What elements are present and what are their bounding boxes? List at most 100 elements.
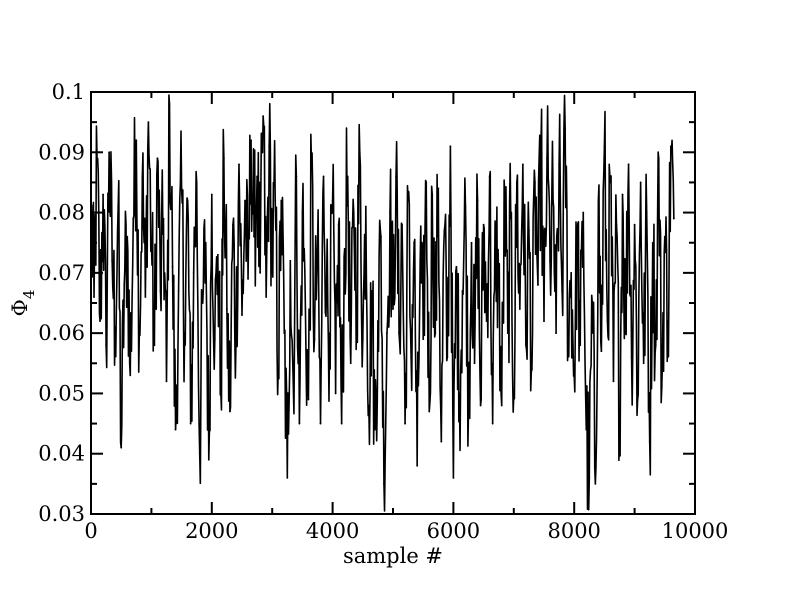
series-point: [343, 247, 346, 250]
series-point: [543, 320, 545, 322]
series-point: [663, 235, 666, 238]
series-point: [219, 392, 222, 395]
series-point: [389, 211, 391, 214]
series-point: [171, 265, 174, 268]
series-point: [452, 476, 455, 479]
series-point: [624, 332, 627, 335]
series-point: [241, 314, 243, 316]
series-point: [195, 181, 198, 184]
series-point: [316, 247, 319, 250]
series-point: [537, 284, 539, 286]
series-point: [147, 121, 150, 124]
series-point: [364, 205, 367, 208]
series-point: [380, 235, 382, 238]
series-point: [576, 229, 579, 232]
series-point: [534, 181, 536, 184]
series-point: [352, 211, 355, 214]
series-point: [546, 157, 548, 160]
series-point: [666, 320, 669, 322]
series-point: [582, 211, 585, 214]
x-tick-label: 4000: [306, 519, 359, 543]
series-point: [549, 259, 551, 262]
y-axis-label-subscript: 4: [20, 290, 38, 300]
series-point: [322, 175, 325, 178]
series-point: [361, 338, 364, 341]
series-point: [497, 284, 500, 286]
series-point: [292, 386, 295, 389]
series-point: [111, 259, 114, 262]
series-point: [247, 277, 249, 280]
series-point: [458, 392, 461, 395]
x-tick-label: 0: [84, 519, 97, 543]
series-point: [310, 163, 313, 166]
y-axis-label-main: Φ: [8, 299, 32, 316]
series-point: [392, 308, 394, 310]
series-point: [431, 193, 434, 196]
y-tick-label: 0.05: [38, 381, 85, 405]
series-point: [307, 398, 310, 401]
series-point: [256, 175, 258, 178]
series-point: [286, 476, 289, 479]
series-point: [573, 374, 576, 377]
series-point: [331, 199, 334, 202]
series-point: [488, 175, 491, 178]
series-point: [386, 332, 388, 335]
series-point: [319, 422, 322, 425]
series-point: [425, 181, 428, 184]
series-point: [521, 163, 524, 166]
series-point: [141, 175, 144, 178]
series-point: [528, 229, 530, 232]
x-tick-label: 6000: [427, 519, 480, 543]
series-point: [96, 157, 98, 160]
series-point: [416, 464, 419, 467]
series-point: [114, 326, 117, 329]
series-point: [235, 344, 237, 347]
series-point: [645, 211, 648, 214]
series-point: [355, 296, 358, 298]
series-point: [440, 440, 443, 443]
series-point: [337, 223, 340, 226]
series-point: [455, 265, 458, 268]
svg-text:Φ4: Φ4: [8, 290, 38, 317]
series-point: [506, 332, 509, 335]
series-point: [485, 320, 488, 322]
series-point: [648, 440, 651, 443]
series-point: [579, 344, 582, 347]
series-point: [515, 181, 518, 184]
series-point: [657, 157, 660, 160]
series-point: [232, 223, 234, 226]
series-point: [494, 235, 497, 238]
series-point: [346, 175, 349, 178]
series-point: [349, 362, 352, 365]
series-point: [512, 392, 515, 395]
series-point: [262, 115, 265, 118]
series-point: [373, 428, 376, 431]
series-point: [588, 476, 591, 479]
series-point: [222, 157, 225, 160]
series-point: [449, 145, 452, 148]
series-point: [401, 223, 403, 226]
series-point: [630, 356, 633, 359]
plot-frame: [90, 91, 696, 515]
series-point: [253, 235, 255, 238]
series-point: [509, 217, 512, 220]
series-point: [358, 151, 361, 154]
series-point: [180, 187, 183, 190]
series-point: [207, 458, 210, 461]
series-point: [259, 271, 262, 274]
series-line: [90, 94, 675, 512]
series-point: [298, 422, 301, 425]
series-point: [404, 422, 406, 425]
series-point: [304, 308, 307, 310]
series-point: [434, 332, 437, 335]
series-point: [244, 199, 246, 202]
series-point: [651, 241, 654, 244]
series-point: [470, 241, 473, 244]
series-point: [192, 271, 195, 274]
series-point: [204, 241, 207, 244]
series-point: [555, 332, 557, 335]
series-point: [183, 332, 186, 335]
series-point: [198, 452, 201, 455]
y-tick-label: 0.09: [38, 140, 85, 164]
series-point: [540, 145, 542, 148]
